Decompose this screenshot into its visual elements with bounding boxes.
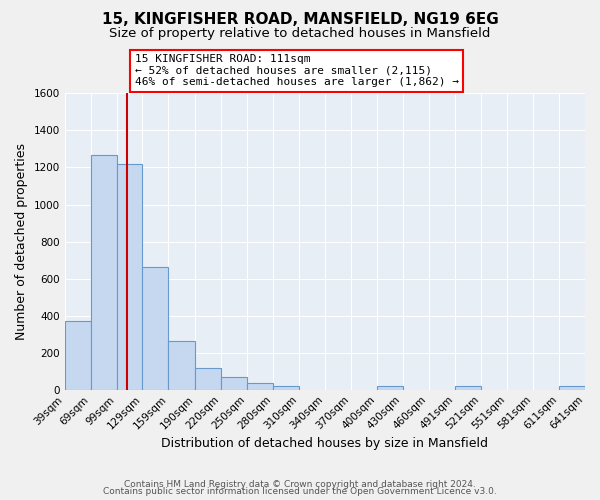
Bar [65,321,91,390]
Bar [247,383,273,390]
Bar [455,386,481,390]
Bar [116,164,142,390]
Y-axis label: Number of detached properties: Number of detached properties [15,143,28,340]
Bar [91,154,116,390]
Bar [273,386,299,390]
Text: Contains public sector information licensed under the Open Government Licence v3: Contains public sector information licen… [103,488,497,496]
X-axis label: Distribution of detached houses by size in Mansfield: Distribution of detached houses by size … [161,437,488,450]
Bar [559,386,585,390]
Bar [221,377,247,390]
Bar [195,368,221,390]
Text: 15, KINGFISHER ROAD, MANSFIELD, NG19 6EG: 15, KINGFISHER ROAD, MANSFIELD, NG19 6EG [101,12,499,28]
Bar [169,340,195,390]
Text: 15 KINGFISHER ROAD: 111sqm
← 52% of detached houses are smaller (2,115)
46% of s: 15 KINGFISHER ROAD: 111sqm ← 52% of deta… [135,54,459,88]
Bar [142,268,169,390]
Text: Contains HM Land Registry data © Crown copyright and database right 2024.: Contains HM Land Registry data © Crown c… [124,480,476,489]
Bar [377,386,403,390]
Text: Size of property relative to detached houses in Mansfield: Size of property relative to detached ho… [109,28,491,40]
